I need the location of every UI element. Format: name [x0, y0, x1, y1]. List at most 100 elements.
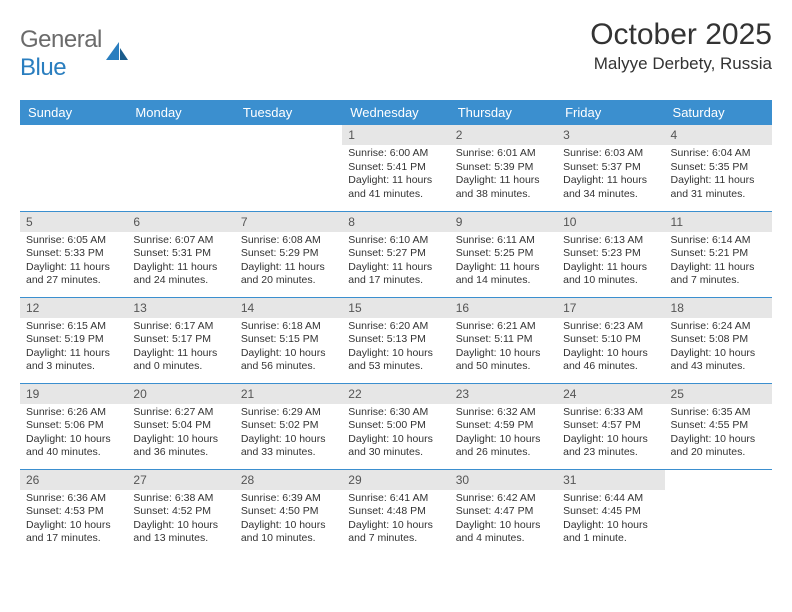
calendar-day-cell: 13 Sunrise: 6:17 AMSunset: 5:17 PMDayligh… — [127, 297, 234, 383]
calendar-day-cell: 9Sunrise: 6:11 AMSunset: 5:25 PMDaylight… — [450, 211, 557, 297]
day-content: Sunrise: 6:38 AMSunset: 4:52 PMDaylight:… — [127, 490, 234, 551]
sunrise-text: Sunrise: 6:35 AM — [671, 406, 766, 420]
day-of-week-header: Friday — [557, 100, 664, 125]
calendar-day-cell: 24Sunrise: 6:33 AMSunset: 4:57 PMDayligh… — [557, 383, 664, 469]
sunrise-text: Sunrise: 6:41 AM — [348, 492, 443, 506]
sunset-text: Sunset: 5:31 PM — [133, 247, 228, 261]
daylight-text: Daylight: 10 hours and 20 minutes. — [671, 433, 766, 460]
calendar-day-cell — [665, 469, 772, 555]
daylight-text: Daylight: 11 hours and 31 minutes. — [671, 174, 766, 201]
logo-word-1: General — [20, 26, 102, 53]
day-number: 22 — [342, 384, 449, 404]
calendar-day-cell: 23Sunrise: 6:32 AMSunset: 4:59 PMDayligh… — [450, 383, 557, 469]
day-of-week-row: SundayMondayTuesdayWednesdayThursdayFrid… — [20, 100, 772, 125]
day-content: Sunrise: 6:36 AMSunset: 4:53 PMDaylight:… — [20, 490, 127, 551]
daylight-text: Daylight: 10 hours and 40 minutes. — [26, 433, 121, 460]
sunset-text: Sunset: 5:06 PM — [26, 419, 121, 433]
sunrise-text: Sunrise: 6:24 AM — [671, 320, 766, 334]
sunset-text: Sunset: 5:00 PM — [348, 419, 443, 433]
daylight-text: Daylight: 11 hours and 0 minutes. — [133, 347, 228, 374]
day-content: Sunrise: 6:03 AMSunset: 5:37 PMDaylight:… — [557, 145, 664, 206]
location-label: Malyye Derbety, Russia — [590, 54, 772, 74]
sunrise-text: Sunrise: 6:07 AM — [133, 234, 228, 248]
day-content: Sunrise: 6:30 AMSunset: 5:00 PMDaylight:… — [342, 404, 449, 465]
day-content: Sunrise: 6:42 AMSunset: 4:47 PMDaylight:… — [450, 490, 557, 551]
sunset-text: Sunset: 5:23 PM — [563, 247, 658, 261]
day-number: 26 — [20, 470, 127, 490]
daylight-text: Daylight: 10 hours and 56 minutes. — [241, 347, 336, 374]
sunset-text: Sunset: 5:27 PM — [348, 247, 443, 261]
logo-text: General Blue — [20, 26, 102, 82]
sunset-text: Sunset: 4:57 PM — [563, 419, 658, 433]
calendar-day-cell: 16Sunrise: 6:21 AMSunset: 5:11 PMDayligh… — [450, 297, 557, 383]
sunrise-text: Sunrise: 6:39 AM — [241, 492, 336, 506]
calendar-day-cell — [235, 125, 342, 211]
calendar-day-cell: 25Sunrise: 6:35 AMSunset: 4:55 PMDayligh… — [665, 383, 772, 469]
day-of-week-header: Sunday — [20, 100, 127, 125]
calendar-day-cell: 10Sunrise: 6:13 AMSunset: 5:23 PMDayligh… — [557, 211, 664, 297]
calendar-day-cell: 3Sunrise: 6:03 AMSunset: 5:37 PMDaylight… — [557, 125, 664, 211]
calendar-day-cell: 15Sunrise: 6:20 AMSunset: 5:13 PMDayligh… — [342, 297, 449, 383]
day-content: Sunrise: 6:08 AMSunset: 5:29 PMDaylight:… — [235, 232, 342, 293]
day-number: 1 — [342, 125, 449, 145]
calendar-day-cell: 31Sunrise: 6:44 AMSunset: 4:45 PMDayligh… — [557, 469, 664, 555]
sunset-text: Sunset: 5:02 PM — [241, 419, 336, 433]
sunset-text: Sunset: 5:35 PM — [671, 161, 766, 175]
day-number: 16 — [450, 298, 557, 318]
daylight-text: Daylight: 10 hours and 30 minutes. — [348, 433, 443, 460]
sunrise-text: Sunrise: 6:20 AM — [348, 320, 443, 334]
sunrise-text: Sunrise: 6:23 AM — [563, 320, 658, 334]
sunrise-text: Sunrise: 6:04 AM — [671, 147, 766, 161]
sunset-text: Sunset: 5:19 PM — [26, 333, 121, 347]
day-number: 3 — [557, 125, 664, 145]
day-number: 13 — [127, 298, 234, 318]
sunset-text: Sunset: 5:17 PM — [133, 333, 228, 347]
daylight-text: Daylight: 11 hours and 20 minutes. — [241, 261, 336, 288]
daylight-text: Daylight: 10 hours and 50 minutes. — [456, 347, 551, 374]
day-content: Sunrise: 6:33 AMSunset: 4:57 PMDaylight:… — [557, 404, 664, 465]
day-content: Sunrise: 6:00 AMSunset: 5:41 PMDaylight:… — [342, 145, 449, 206]
sunrise-text: Sunrise: 6:17 AM — [133, 320, 228, 334]
sunrise-text: Sunrise: 6:00 AM — [348, 147, 443, 161]
logo: General Blue — [20, 26, 128, 82]
day-content: Sunrise: 6:35 AMSunset: 4:55 PMDaylight:… — [665, 404, 772, 465]
day-content: Sunrise: 6:18 AMSunset: 5:15 PMDaylight:… — [235, 318, 342, 379]
calendar-day-cell: 21Sunrise: 6:29 AMSunset: 5:02 PMDayligh… — [235, 383, 342, 469]
daylight-text: Daylight: 10 hours and 13 minutes. — [133, 519, 228, 546]
sunset-text: Sunset: 4:47 PM — [456, 505, 551, 519]
day-number: 28 — [235, 470, 342, 490]
day-number: 12 — [20, 298, 127, 318]
sunrise-text: Sunrise: 6:26 AM — [26, 406, 121, 420]
calendar-week-row: 1Sunrise: 6:00 AMSunset: 5:41 PMDaylight… — [20, 125, 772, 211]
daylight-text: Daylight: 10 hours and 7 minutes. — [348, 519, 443, 546]
day-content: Sunrise: 6:44 AMSunset: 4:45 PMDaylight:… — [557, 490, 664, 551]
daylight-text: Daylight: 10 hours and 43 minutes. — [671, 347, 766, 374]
day-number — [20, 125, 127, 131]
sunrise-text: Sunrise: 6:30 AM — [348, 406, 443, 420]
daylight-text: Daylight: 11 hours and 14 minutes. — [456, 261, 551, 288]
logo-word-2: Blue — [20, 54, 66, 81]
daylight-text: Daylight: 11 hours and 3 minutes. — [26, 347, 121, 374]
day-content: Sunrise: 6:10 AMSunset: 5:27 PMDaylight:… — [342, 232, 449, 293]
day-of-week-header: Thursday — [450, 100, 557, 125]
sunrise-text: Sunrise: 6:32 AM — [456, 406, 551, 420]
sunset-text: Sunset: 5:37 PM — [563, 161, 658, 175]
sunset-text: Sunset: 5:39 PM — [456, 161, 551, 175]
day-content: Sunrise: 6:05 AMSunset: 5:33 PMDaylight:… — [20, 232, 127, 293]
sunset-text: Sunset: 5:15 PM — [241, 333, 336, 347]
calendar-day-cell: 11Sunrise: 6:14 AMSunset: 5:21 PMDayligh… — [665, 211, 772, 297]
calendar-day-cell: 1Sunrise: 6:00 AMSunset: 5:41 PMDaylight… — [342, 125, 449, 211]
day-number: 9 — [450, 212, 557, 232]
day-number: 6 — [127, 212, 234, 232]
daylight-text: Daylight: 10 hours and 10 minutes. — [241, 519, 336, 546]
daylight-text: Daylight: 11 hours and 24 minutes. — [133, 261, 228, 288]
calendar-week-row: 5Sunrise: 6:05 AMSunset: 5:33 PMDaylight… — [20, 211, 772, 297]
day-number: 18 — [665, 298, 772, 318]
calendar-day-cell: 8Sunrise: 6:10 AMSunset: 5:27 PMDaylight… — [342, 211, 449, 297]
sunrise-text: Sunrise: 6:14 AM — [671, 234, 766, 248]
sunrise-text: Sunrise: 6:11 AM — [456, 234, 551, 248]
daylight-text: Daylight: 10 hours and 1 minute. — [563, 519, 658, 546]
day-content: Sunrise: 6:01 AMSunset: 5:39 PMDaylight:… — [450, 145, 557, 206]
daylight-text: Daylight: 11 hours and 7 minutes. — [671, 261, 766, 288]
day-number: 27 — [127, 470, 234, 490]
